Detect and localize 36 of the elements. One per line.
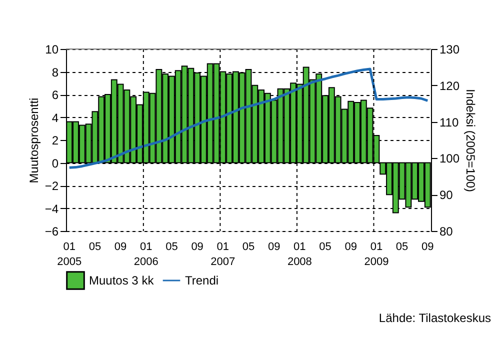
category-label: 01 2008 — [287, 241, 312, 268]
x-tick-label: 09 — [114, 241, 127, 253]
y-tick-label: −6 — [44, 224, 59, 238]
y-tick-label: 6 — [52, 88, 59, 102]
y2-tick-label: 90 — [440, 188, 454, 202]
y-tick-label: −4 — [44, 202, 59, 216]
y2-tick-label: 110 — [440, 115, 459, 130]
category-label: 01 2006 — [134, 241, 158, 268]
y-tick-label: 2 — [52, 134, 59, 148]
x-tick-label: 09 — [191, 241, 204, 253]
category-label: 01 2009 — [364, 241, 389, 268]
category-label: 01 2007 — [210, 241, 236, 268]
line-series — [68, 68, 429, 169]
y-tick-label: 4 — [52, 110, 59, 125]
y-axis-title: Muutosprosentti — [26, 98, 41, 184]
y-tick-label: −2 — [44, 179, 59, 193]
y2-axis-title: Indeksi (2005=100) — [464, 88, 478, 192]
y-tick-label: 10 — [45, 42, 59, 56]
x-tick-label: 09 — [422, 241, 434, 253]
x-tick-label: 09 — [344, 241, 357, 253]
y2-tick-label: 130 — [440, 42, 460, 56]
x-tick-label: 05 — [396, 241, 408, 253]
y2-tick-label: 120 — [440, 78, 460, 93]
legend-label: Muutos 3 kk — [89, 274, 155, 288]
y-tick-label: 8 — [52, 65, 59, 80]
category-label: 01 2005 — [57, 241, 82, 268]
y-tick-label: 0 — [52, 156, 59, 170]
x-tick-label: 05 — [166, 241, 178, 253]
x-tick-label: 05 — [319, 241, 332, 253]
y2-tick-label: 80 — [440, 224, 454, 238]
y2-tick-label: 100 — [440, 152, 460, 166]
x-tick-label: 09 — [268, 241, 280, 253]
x-tick-label: 05 — [88, 241, 102, 253]
text: Lähde: Tilastokeskus — [378, 311, 491, 325]
legend-label: Trendi — [185, 274, 219, 288]
x-tick-label: 05 — [242, 241, 255, 253]
